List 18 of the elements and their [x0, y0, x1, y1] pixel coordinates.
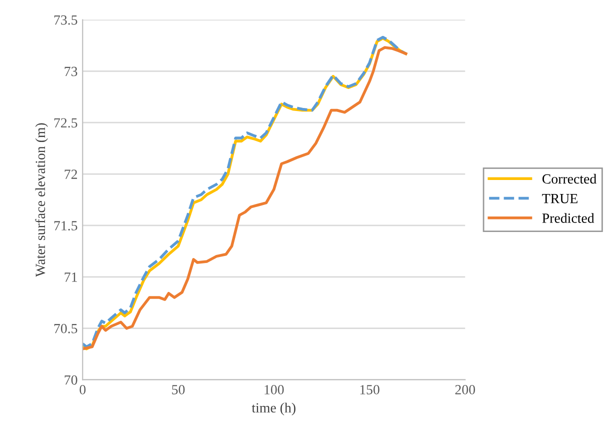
y-tick-label: 73: [64, 66, 78, 76]
y-axis-title: Water surface elevation (m): [35, 123, 48, 277]
legend-label: Corrected: [542, 174, 596, 184]
x-tick-label: 100: [264, 385, 284, 394]
x-tick-label: 200: [455, 385, 476, 394]
y-tick-label: 71: [64, 272, 77, 282]
x-tick-label: 50: [172, 385, 185, 394]
y-tick-label: 70: [64, 375, 78, 385]
x-tick-label: 150: [360, 385, 380, 394]
y-tick-label: 72: [64, 170, 77, 179]
y-tick-label: 70.5: [54, 324, 78, 334]
legend-label: Predicted: [542, 213, 594, 223]
x-tick-label: 0: [80, 385, 86, 394]
y-tick-label: 73.5: [54, 15, 78, 25]
x-axis-title: time (h): [252, 402, 296, 416]
y-tick-label: 71.5: [54, 221, 78, 230]
legend-label: TRUE: [542, 194, 578, 204]
y-tick-label: 72.5: [54, 118, 78, 128]
